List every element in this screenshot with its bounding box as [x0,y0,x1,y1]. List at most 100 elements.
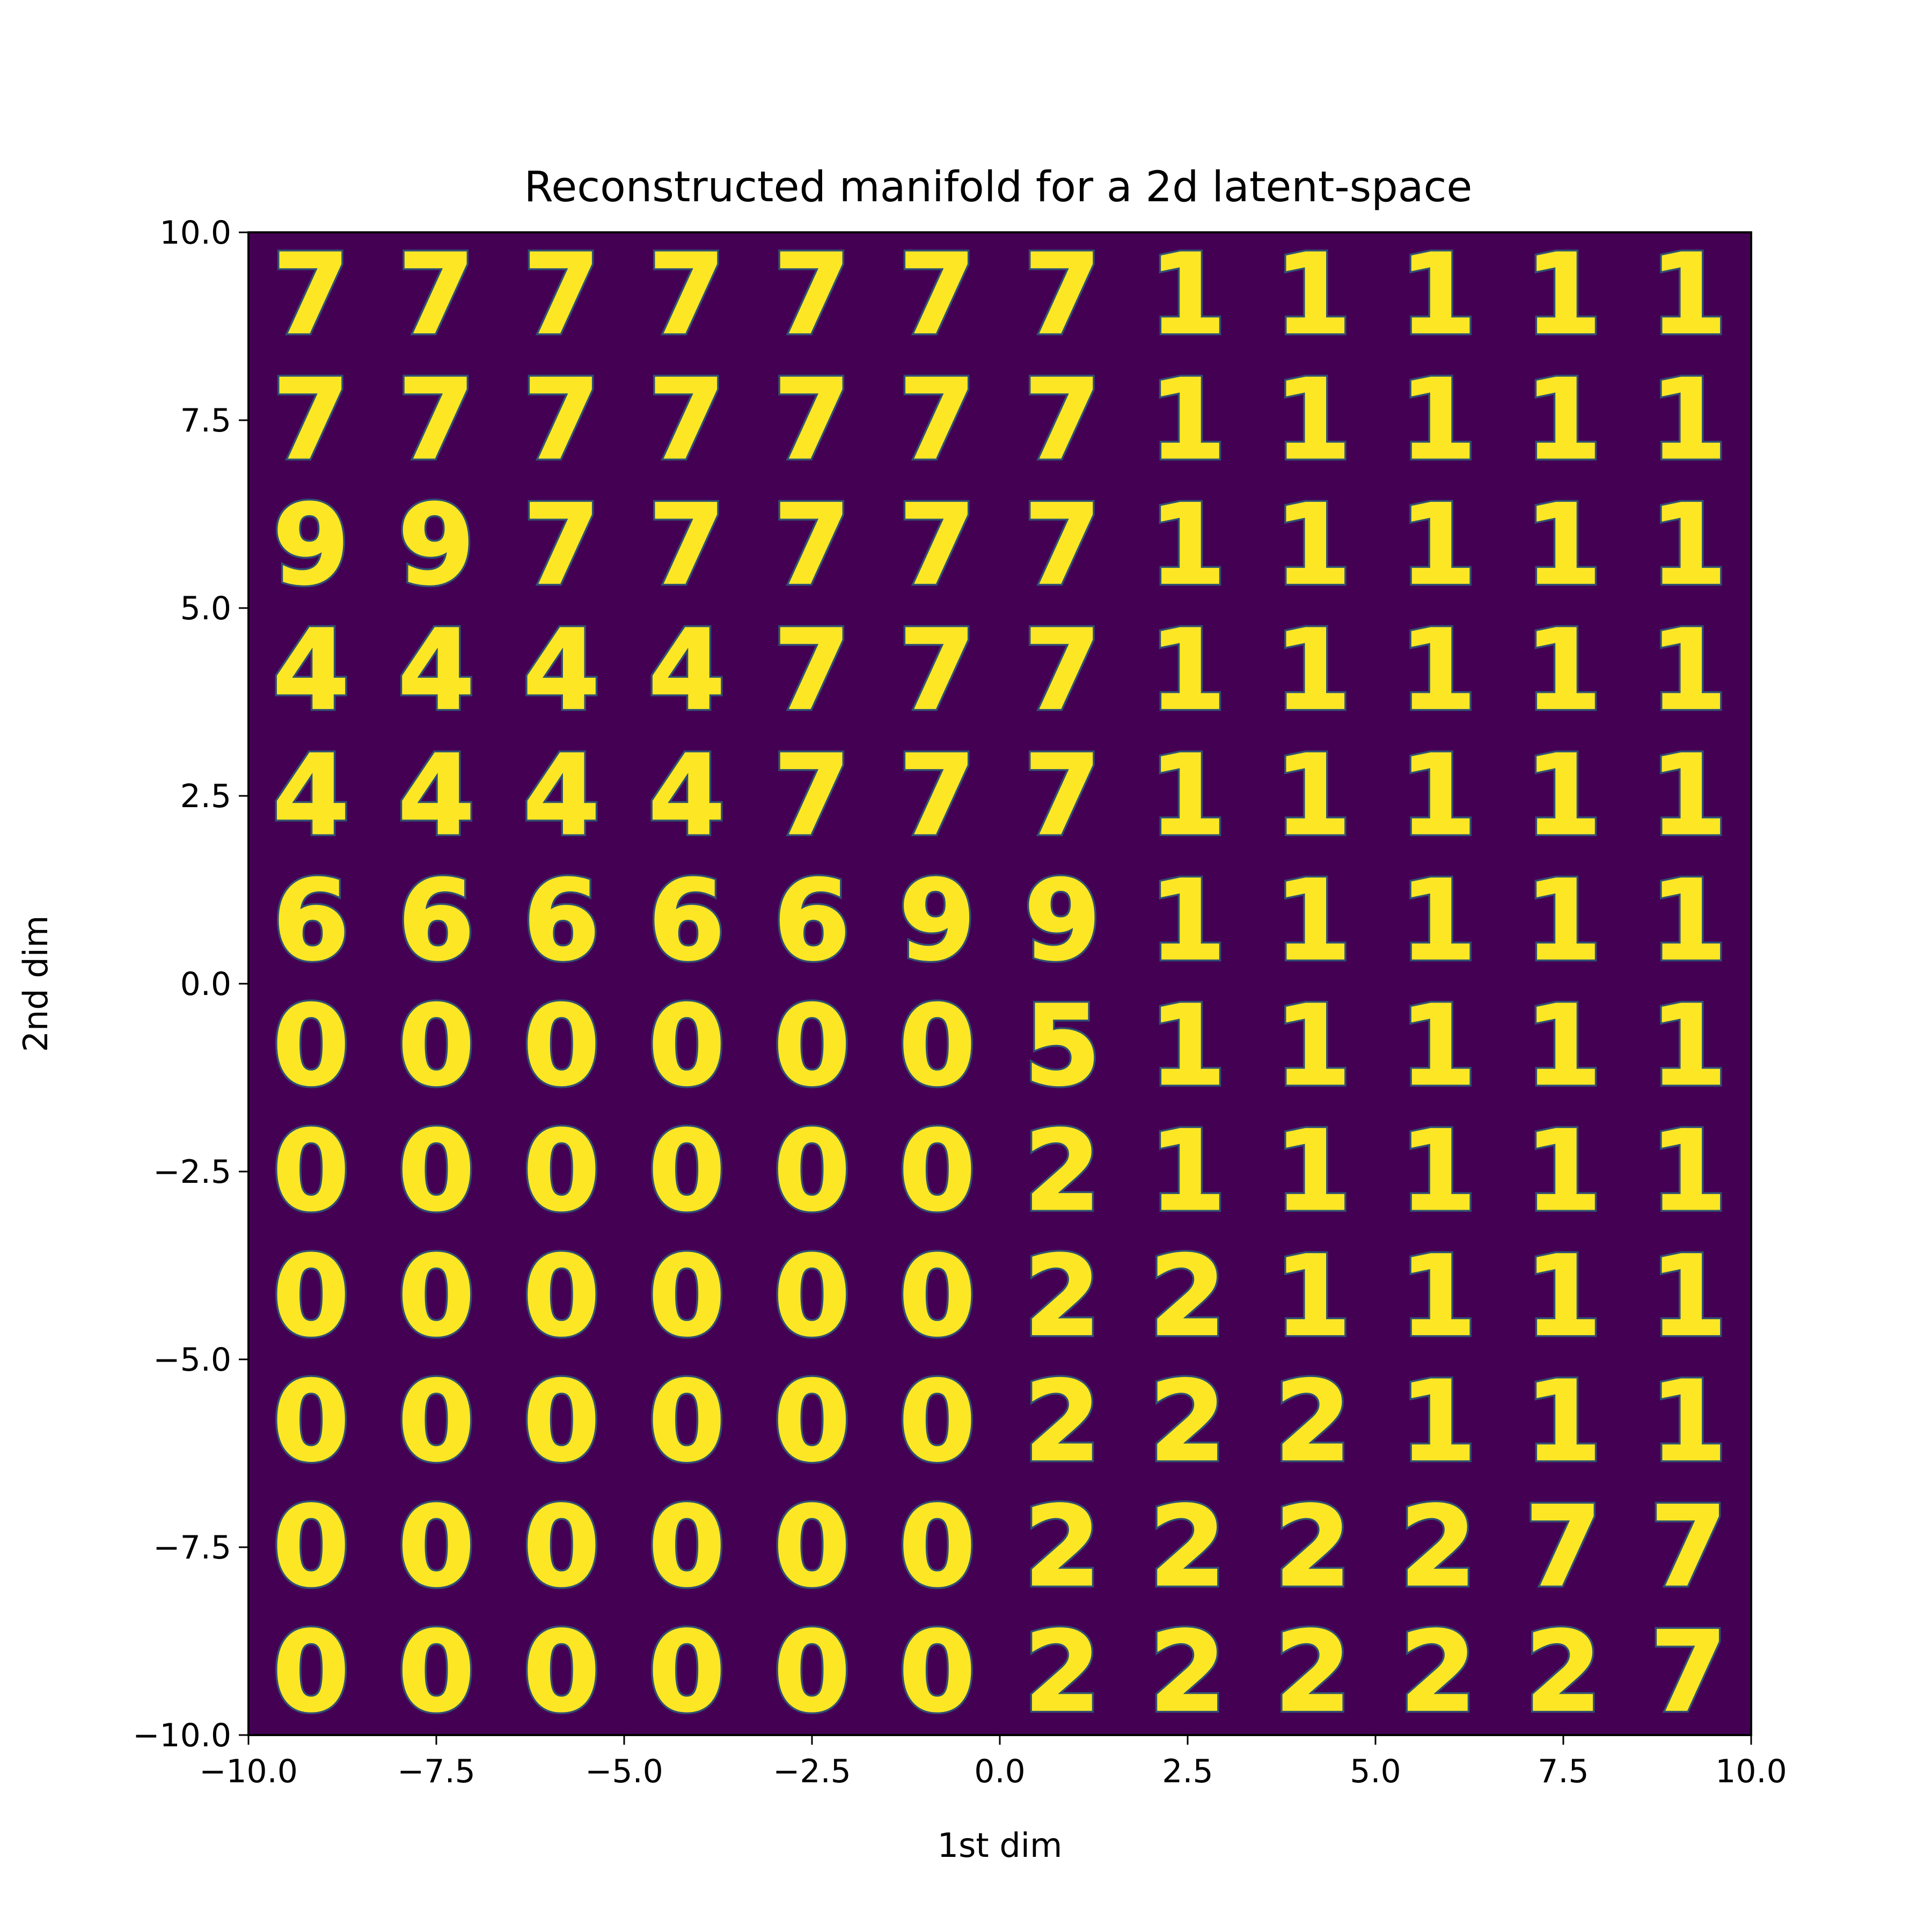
manifold-cell: 1 [1400,1358,1476,1486]
manifold-cell: 9 [899,857,976,985]
manifold-cell-halo: 1 [1150,731,1226,860]
manifold-cell: 0 [648,1483,725,1611]
manifold-cell: 0 [398,1483,475,1611]
manifold-cell: 0 [899,982,976,1110]
manifold-cell-halo: 1 [1525,1232,1602,1360]
manifold-cell-halo: 2 [1275,1358,1351,1486]
manifold-cell: 1 [1525,982,1602,1110]
manifold-cell: 2 [1024,1483,1101,1611]
x-tick-label: −5.0 [585,1753,663,1790]
manifold-cell-halo: 2 [1150,1483,1226,1611]
manifold-cell: 4 [398,731,475,860]
manifold-cell-halo: 0 [899,1483,976,1611]
manifold-cell: 1 [1275,481,1351,609]
manifold-cell-halo: 0 [899,1107,976,1235]
manifold-cell: 0 [523,1483,600,1611]
manifold-cell: 7 [273,356,349,484]
manifold-cell-halo: 0 [273,1608,349,1736]
manifold-cell: 7 [899,731,976,860]
manifold-cell: 1 [1150,1107,1226,1235]
manifold-cell: 0 [774,982,851,1110]
manifold-cell-halo: 0 [273,1107,349,1235]
manifold-cell-halo: 1 [1650,356,1727,484]
manifold-cell-halo: 0 [398,982,475,1110]
manifold-cell: 7 [899,481,976,609]
manifold-cell-halo: 0 [398,1483,475,1611]
manifold-cell: 1 [1525,231,1602,359]
manifold-cell: 1 [1525,1107,1602,1235]
manifold-cell: 9 [398,481,475,609]
manifold-cell-halo: 7 [273,231,349,359]
manifold-cell: 0 [273,1608,349,1736]
manifold-cell-halo: 1 [1275,481,1351,609]
manifold-cell: 1 [1275,731,1351,860]
manifold-cell-halo: 0 [648,1608,725,1736]
manifold-cell-halo: 2 [1400,1483,1476,1611]
y-tick-label: −7.5 [153,1529,231,1567]
manifold-cell: 2 [1275,1483,1351,1611]
manifold-cell-halo: 6 [398,857,475,985]
x-tick-label: 10.0 [1715,1753,1787,1790]
manifold-cell-halo: 7 [899,356,976,484]
manifold-cell-halo: 0 [774,1608,851,1736]
manifold-cell: 1 [1650,1232,1727,1360]
manifold-cell-halo: 0 [523,982,600,1110]
manifold-cell: 0 [648,1358,725,1486]
manifold-cell-halo: 1 [1525,731,1602,860]
manifold-cell-halo: 1 [1150,982,1226,1110]
manifold-cell-halo: 7 [523,356,600,484]
y-tick-label: −2.5 [153,1153,231,1191]
manifold-cell-halo: 2 [1525,1608,1602,1736]
manifold-cell: 1 [1400,857,1476,985]
x-tick-label: −7.5 [397,1753,475,1790]
manifold-cell-halo: 6 [774,857,851,985]
y-tick-label: 7.5 [180,402,231,440]
manifold-cell-halo: 0 [273,1232,349,1360]
manifold-cell: 6 [774,857,851,985]
manifold-cell: 0 [398,1608,475,1736]
manifold-cell-halo: 1 [1400,1107,1476,1235]
manifold-cell-halo: 1 [1525,982,1602,1110]
manifold-cell-halo: 6 [523,857,600,985]
manifold-cell-halo: 0 [899,1608,976,1736]
manifold-cell: 7 [648,356,725,484]
manifold-cell: 0 [774,1483,851,1611]
manifold-cell: 1 [1650,731,1727,860]
manifold-cell: 7 [1024,606,1101,735]
manifold-cell: 1 [1400,982,1476,1110]
manifold-cell-halo: 0 [899,982,976,1110]
manifold-cell-halo: 7 [774,356,851,484]
manifold-cell: 0 [648,1107,725,1235]
manifold-cell-halo: 1 [1650,857,1727,985]
manifold-cell-halo: 1 [1650,606,1727,735]
manifold-cell: 1 [1650,857,1727,985]
manifold-cell-halo: 7 [899,731,976,860]
manifold-cell-halo: 0 [398,1358,475,1486]
manifold-cell-halo: 0 [523,1107,600,1235]
manifold-cell-halo: 4 [523,731,600,860]
manifold-cell: 1 [1525,1358,1602,1486]
manifold-cell-halo: 1 [1275,606,1351,735]
manifold-cell: 1 [1525,606,1602,735]
manifold-cell-halo: 7 [1024,231,1101,359]
manifold-cell: 1 [1275,606,1351,735]
manifold-cell-halo: 0 [774,1358,851,1486]
manifold-cell: 7 [1650,1608,1727,1736]
manifold-cell: 7 [648,481,725,609]
manifold-cell: 7 [1024,356,1101,484]
manifold-cell-halo: 7 [1024,731,1101,860]
manifold-cell-halo: 7 [398,356,475,484]
x-tick-label: 7.5 [1538,1753,1589,1790]
manifold-cell: 7 [899,231,976,359]
manifold-cell: 1 [1400,1232,1476,1360]
manifold-cell-halo: 9 [1024,857,1101,985]
manifold-cell: 7 [1024,231,1101,359]
manifold-cell-halo: 0 [899,1232,976,1360]
manifold-cell: 0 [523,1358,600,1486]
manifold-cell: 0 [648,982,725,1110]
manifold-cell: 4 [523,731,600,860]
manifold-cell-halo: 1 [1400,857,1476,985]
manifold-cell-halo: 2 [1024,1608,1101,1736]
manifold-cell-halo: 0 [648,1483,725,1611]
manifold-cell: 1 [1150,857,1226,985]
